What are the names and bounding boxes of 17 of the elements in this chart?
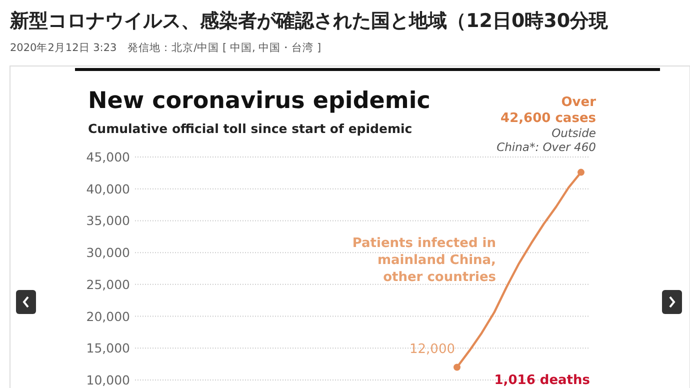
chart-subtitle: Cumulative official toll since start of epidemic bbox=[88, 121, 412, 136]
text: Over 42,600 cases bbox=[500, 95, 597, 126]
y-tick-label: 30,000 bbox=[86, 245, 130, 260]
annotation: 12,000 bbox=[410, 342, 455, 357]
y-tick-label: 35,000 bbox=[86, 213, 130, 228]
y-tick-label: 10,000 bbox=[86, 372, 130, 388]
annotation: Patients infected in mainland China, other countries bbox=[352, 236, 496, 285]
text: 新型コロナウイルス、感染者が確認された国と地域（12日0時30分現 bbox=[9, 10, 610, 32]
text: Outside China*: Over 460 bbox=[496, 126, 596, 154]
y-tick-label: 15,000 bbox=[86, 340, 130, 356]
annotation: 1,016 deaths bbox=[494, 373, 590, 388]
text: 2020年2月12日 3:23 発信地：北京/中国 [ 中国, 中国・台湾 ] bbox=[10, 41, 322, 54]
y-tick-label: 25,000 bbox=[86, 276, 130, 292]
y-tick-label: 40,000 bbox=[86, 181, 130, 196]
y-tick-label: 20,000 bbox=[86, 308, 130, 324]
chart-title: New coronavirus epidemic bbox=[88, 88, 430, 114]
y-tick-label: 45,000 bbox=[86, 150, 130, 164]
